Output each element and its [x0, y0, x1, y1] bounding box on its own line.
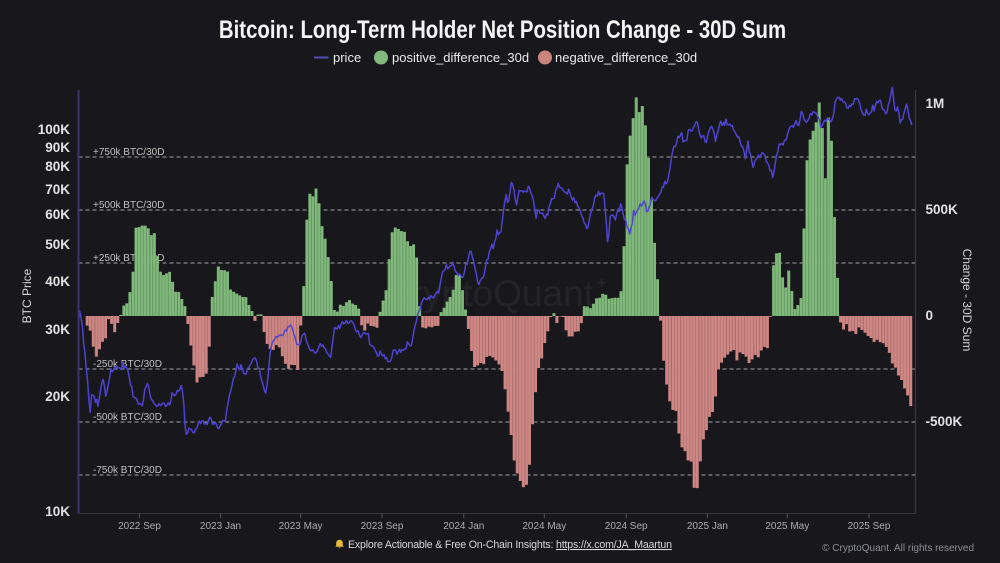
- svg-text:2023 Sep: 2023 Sep: [361, 521, 404, 532]
- svg-text:10K: 10K: [45, 504, 70, 519]
- svg-text:40K: 40K: [45, 274, 70, 289]
- svg-text:2022 Sep: 2022 Sep: [118, 521, 161, 532]
- svg-text:-500K: -500K: [926, 414, 963, 429]
- svg-text:500K: 500K: [926, 202, 959, 217]
- svg-text:2023 May: 2023 May: [279, 521, 323, 532]
- svg-text:+: +: [597, 275, 606, 292]
- svg-text:2025 Jan: 2025 Jan: [687, 521, 728, 532]
- svg-text:Bitcoin: Long-Term Holder Net: Bitcoin: Long-Term Holder Net Position C…: [219, 15, 786, 44]
- svg-text:+250k BTC/30D: +250k BTC/30D: [93, 253, 164, 264]
- svg-text:0: 0: [926, 308, 934, 323]
- svg-text:2024 May: 2024 May: [522, 521, 566, 532]
- svg-text:2024 Jan: 2024 Jan: [443, 521, 484, 532]
- svg-text:50K: 50K: [45, 237, 70, 252]
- svg-text:2025 Sep: 2025 Sep: [848, 521, 891, 532]
- svg-text:-250k BTC/30D: -250k BTC/30D: [93, 359, 162, 370]
- svg-text:100K: 100K: [38, 122, 71, 137]
- svg-text:70K: 70K: [45, 182, 70, 197]
- svg-text:-500k BTC/30D: -500k BTC/30D: [93, 412, 162, 423]
- svg-text:80K: 80K: [45, 159, 70, 174]
- svg-text:2023 Jan: 2023 Jan: [200, 521, 241, 532]
- svg-text:price: price: [333, 50, 361, 65]
- svg-text:1M: 1M: [926, 96, 945, 111]
- svg-text:positive_difference_30d: positive_difference_30d: [392, 50, 529, 65]
- svg-text:BTC Price: BTC Price: [20, 268, 34, 323]
- svg-text:30K: 30K: [45, 322, 70, 337]
- svg-text:Change - 30D Sum: Change - 30D Sum: [960, 249, 974, 352]
- svg-text:2024 Sep: 2024 Sep: [605, 521, 648, 532]
- svg-text:+750k BTC/30D: +750k BTC/30D: [93, 147, 164, 158]
- svg-text:Explore Actionable & Free On-C: Explore Actionable & Free On-Chain Insig…: [348, 539, 672, 551]
- svg-text:2025 May: 2025 May: [765, 521, 809, 532]
- svg-text:+500k BTC/30D: +500k BTC/30D: [93, 200, 164, 211]
- svg-text:negative_difference_30d: negative_difference_30d: [555, 50, 697, 65]
- svg-text:60K: 60K: [45, 207, 70, 222]
- svg-text:20K: 20K: [45, 389, 70, 404]
- svg-text:90K: 90K: [45, 140, 70, 155]
- svg-text:-750k BTC/30D: -750k BTC/30D: [93, 465, 162, 476]
- svg-text:© CryptoQuant. All rights rese: © CryptoQuant. All rights reserved: [822, 543, 974, 554]
